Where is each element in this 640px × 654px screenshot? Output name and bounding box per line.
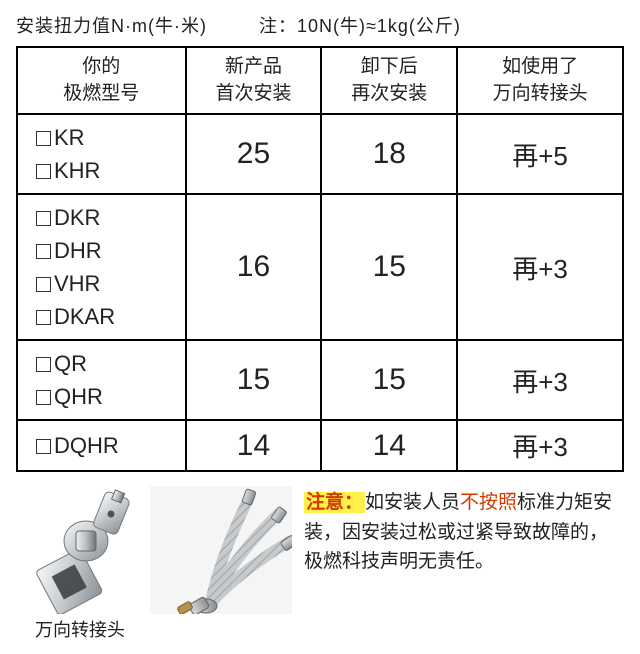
cell-first: 16 (186, 194, 322, 340)
cell-models: KRKHR (17, 114, 186, 194)
bottom-row: 万向转接头 (16, 486, 624, 642)
universal-joint-caption: 万向转接头 (35, 616, 125, 642)
cell-adapter: 再+3 (457, 340, 623, 420)
header-note: 注：10N(牛)≈1kg(公斤) (259, 16, 461, 36)
cell-first: 14 (186, 420, 322, 471)
cell-again: 15 (321, 194, 457, 340)
notice-p1: 如安装人员 (365, 492, 460, 513)
table-row: DQHR1414再+3 (17, 420, 623, 471)
cell-models: DKRDHRVHRDKAR (17, 194, 186, 340)
table-row: DKRDHRVHRDKAR1615再+3 (17, 194, 623, 340)
th-again: 卸下后再次安装 (321, 47, 457, 114)
cell-models: QRQHR (17, 340, 186, 420)
cell-again: 14 (321, 420, 457, 471)
notice-label: 注意： (304, 492, 365, 513)
braided-cables-image (150, 486, 292, 614)
header-line: 安装扭力值N·m(牛·米) 注：10N(牛)≈1kg(公斤) (16, 12, 624, 38)
cell-adapter: 再+3 (457, 194, 623, 340)
notice-highlight: 不按照 (460, 492, 517, 513)
notice-text: 注意：如安装人员不按照标准力矩安装，因安装过松或过紧导致故障的，极燃科技声明无责… (298, 486, 624, 576)
cell-adapter: 再+3 (457, 420, 623, 471)
header-title: 安装扭力值N·m(牛·米) (16, 16, 207, 36)
th-first: 新产品首次安装 (186, 47, 322, 114)
cell-again: 18 (321, 114, 457, 194)
cell-models: DQHR (17, 420, 186, 471)
cell-first: 15 (186, 340, 322, 420)
torque-table: 你的极燃型号 新产品首次安装 卸下后再次安装 如使用了万向转接头 KRKHR25… (16, 46, 624, 472)
th-adapter: 如使用了万向转接头 (457, 47, 623, 114)
universal-joint-image (16, 486, 144, 614)
cell-adapter: 再+5 (457, 114, 623, 194)
th-model: 你的极燃型号 (17, 47, 186, 114)
table-row: QRQHR1515再+3 (17, 340, 623, 420)
cell-again: 15 (321, 340, 457, 420)
cell-first: 25 (186, 114, 322, 194)
table-row: KRKHR2518再+5 (17, 114, 623, 194)
